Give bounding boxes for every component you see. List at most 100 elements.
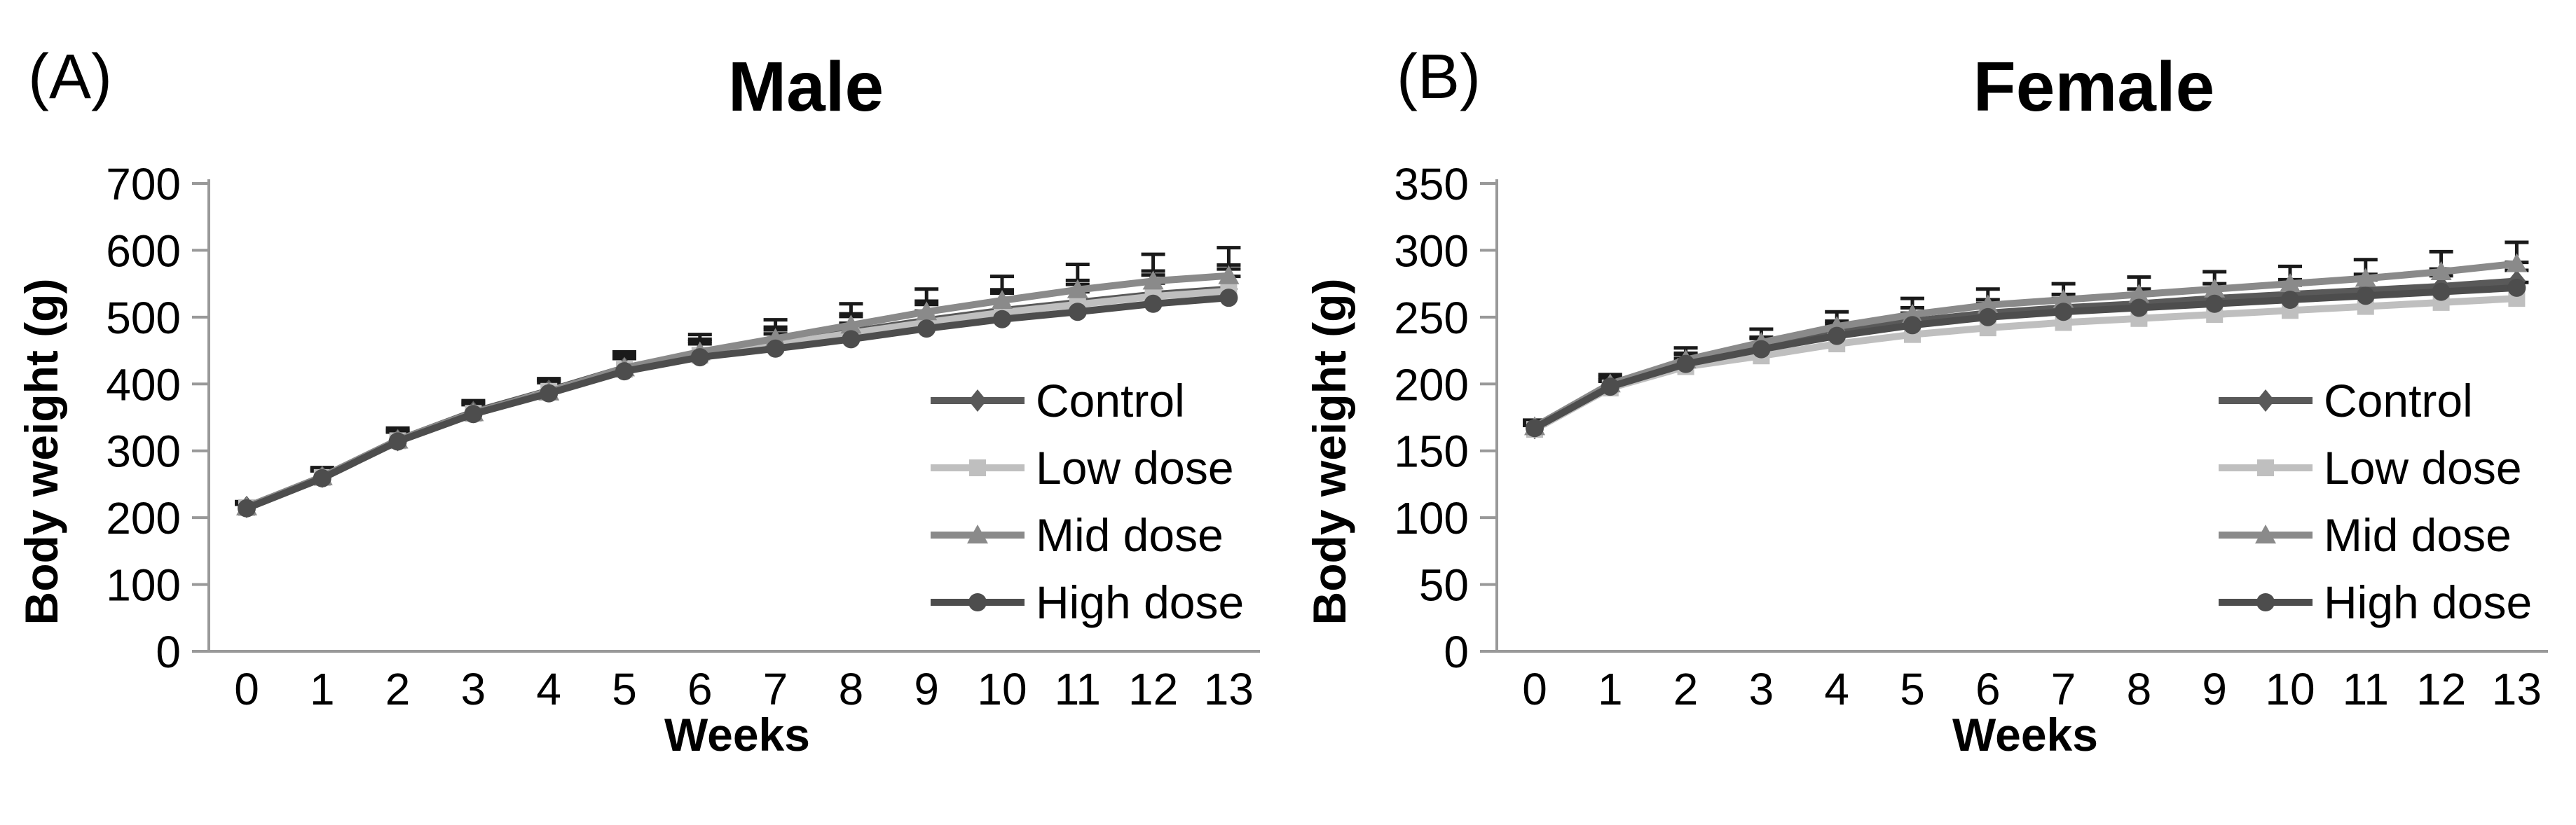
series-marker-high-dose — [1903, 316, 1921, 335]
legend-marker-triangle-icon — [2255, 525, 2276, 543]
chart-title-female: Female — [1973, 48, 2215, 126]
x-tick-label: 7 — [763, 664, 788, 714]
y-tick-label: 100 — [1394, 493, 1469, 543]
series-marker-high-dose — [2281, 291, 2299, 310]
x-tick-label: 6 — [687, 664, 713, 714]
y-tick-label: 350 — [1394, 159, 1469, 209]
series-line-high-dose — [243, 294, 1233, 512]
legend-item-high-dose: High dose — [2219, 576, 2532, 628]
y-axis-title-male: Body weight (g) — [15, 279, 67, 625]
x-tick-label: 1 — [310, 664, 335, 714]
series-marker-high-dose — [1676, 354, 1695, 373]
series-line-high-dose — [1531, 284, 2521, 432]
x-tick-label: 7 — [2051, 664, 2076, 714]
legend-marker-diamond-icon — [2256, 389, 2275, 412]
x-axis-title-female: Weeks — [1952, 709, 2098, 761]
x-tick-label: 10 — [2265, 664, 2315, 714]
x-tick-label: 11 — [2343, 664, 2389, 714]
x-tick-label: 12 — [1128, 664, 1178, 714]
x-tick-label: 4 — [1824, 664, 1849, 714]
panel-label-b: (B) — [1397, 42, 1481, 112]
y-tick-label: 600 — [106, 226, 181, 276]
y-axis-title-female: Body weight (g) — [1303, 279, 1355, 625]
y-tick-label: 50 — [1419, 560, 1469, 611]
series-marker-high-dose — [1219, 289, 1238, 307]
series-marker-high-dose — [313, 469, 331, 487]
x-tick-label: 0 — [234, 664, 259, 714]
chart-panel-male: (A) Male Body weight (g) Weeks 010020030… — [15, 42, 1260, 761]
legend-marker-diamond-icon — [968, 389, 987, 412]
series-marker-high-dose — [917, 319, 936, 338]
series-marker-high-dose — [2130, 298, 2149, 317]
series-marker-high-dose — [2356, 286, 2375, 305]
series-marker-mid-dose — [2128, 284, 2150, 303]
legend-item-low-dose: Low dose — [931, 442, 1234, 494]
series-marker-high-dose — [1978, 307, 1997, 326]
series-marker-mid-dose — [2204, 278, 2226, 298]
series-marker-high-dose — [1144, 294, 1163, 313]
legend-marker-triangle-icon — [967, 525, 988, 543]
series-marker-high-dose — [2205, 294, 2224, 313]
legend-item-control: Control — [2219, 375, 2473, 427]
series-marker-mid-dose — [1977, 294, 1999, 314]
x-tick-label: 5 — [612, 664, 637, 714]
y-tick-label: 700 — [106, 159, 181, 209]
series-marker-high-dose — [2054, 303, 2073, 321]
x-tick-label: 2 — [1673, 664, 1699, 714]
series-marker-mid-dose — [2430, 261, 2452, 280]
y-tick-label: 100 — [106, 560, 181, 611]
series-marker-high-dose — [2507, 278, 2526, 297]
y-tick-label: 200 — [106, 493, 181, 543]
legend-marker-circle-icon — [968, 593, 987, 611]
legend-item-high-dose: High dose — [931, 576, 1244, 628]
x-tick-label: 12 — [2416, 664, 2466, 714]
legend-label-low-dose: Low dose — [1036, 442, 1234, 494]
legend-male: Control Low dose Mid dose High dose — [931, 375, 1244, 628]
x-tick-label: 3 — [461, 664, 486, 714]
series-line-mid-dose — [1531, 260, 2521, 431]
series-marker-high-dose — [2432, 282, 2451, 301]
x-tick-label: 1 — [1598, 664, 1623, 714]
x-tick-label: 2 — [385, 664, 411, 714]
series-marker-high-dose — [388, 432, 407, 451]
y-tick-label: 250 — [1394, 293, 1469, 343]
series-marker-mid-dose — [2355, 268, 2376, 287]
x-tick-label: 6 — [1975, 664, 2001, 714]
series-marker-mid-dose — [2506, 253, 2528, 272]
legend-female: Control Low dose Mid dose High dose — [2219, 375, 2532, 628]
series-marker-high-dose — [842, 330, 861, 349]
series-marker-high-dose — [1068, 303, 1087, 321]
series-marker-high-dose — [690, 348, 709, 367]
series-marker-mid-dose — [1142, 270, 1164, 290]
legend-marker-circle-icon — [2256, 593, 2275, 611]
y-tick-label: 0 — [156, 627, 181, 677]
series-marker-high-dose — [615, 362, 633, 381]
legend-item-control: Control — [931, 375, 1185, 427]
y-tick-label: 400 — [106, 359, 181, 410]
legend-marker-square-icon — [2257, 459, 2274, 476]
series-marker-high-dose — [993, 310, 1011, 328]
legend-label-low-dose: Low dose — [2324, 442, 2522, 494]
x-tick-label: 4 — [536, 664, 561, 714]
chart-title-male: Male — [728, 48, 884, 126]
x-tick-label: 8 — [839, 664, 864, 714]
series-marker-high-dose — [1526, 419, 1544, 438]
series-marker-high-dose — [1752, 340, 1771, 359]
series-marker-high-dose — [238, 499, 256, 518]
series-marker-mid-dose — [2053, 289, 2074, 309]
series-marker-mid-dose — [992, 290, 1013, 309]
chart-panel-female: (B) Female Body weight (g) Weeks 0 50 100 1… — [1303, 42, 2548, 761]
x-tick-label: 5 — [1900, 664, 1925, 714]
x-tick-label: 3 — [1749, 664, 1774, 714]
y-tick-label: 300 — [1394, 226, 1469, 276]
series-marker-mid-dose — [2280, 273, 2301, 293]
legend-item-low-dose: Low dose — [2219, 442, 2522, 494]
legend-marker-square-icon — [969, 459, 986, 476]
x-tick-label: 0 — [1522, 664, 1547, 714]
legend-label-high-dose: High dose — [1036, 576, 1244, 628]
x-axis-title-male: Weeks — [664, 709, 810, 761]
y-tick-label: 150 — [1394, 427, 1469, 477]
